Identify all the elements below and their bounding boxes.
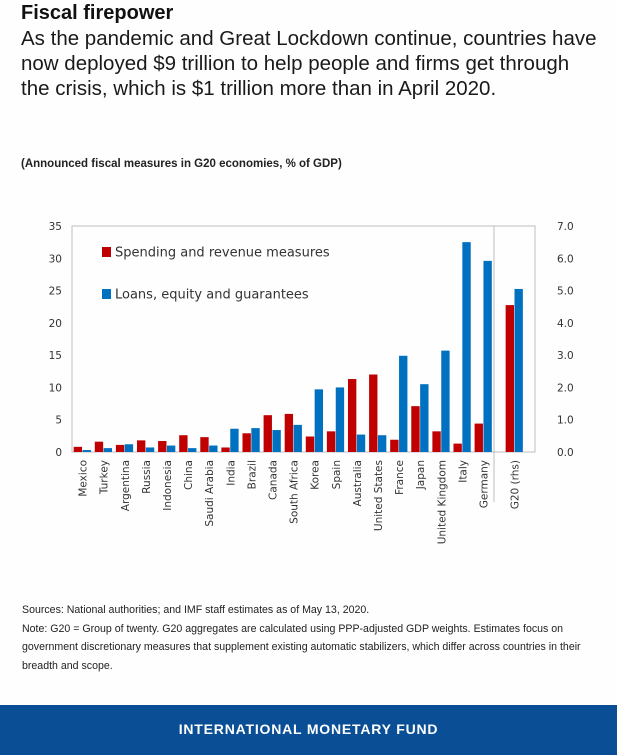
bar-spending xyxy=(136,440,146,452)
bar-loans xyxy=(166,445,176,452)
x-tick-label: Saudi Arabia xyxy=(204,460,216,527)
y2-tick-label: 3.0 xyxy=(557,350,574,362)
bar-loans xyxy=(82,450,91,452)
bar-spending xyxy=(390,439,399,452)
x-tick-label: Mexico xyxy=(78,460,90,497)
bar-spending xyxy=(158,441,167,452)
x-tick-label: India xyxy=(225,460,237,486)
y2-tick-label: 2.0 xyxy=(557,382,574,394)
bar-spending xyxy=(347,379,357,452)
bar-spending xyxy=(221,447,230,452)
bar-spending xyxy=(73,446,83,452)
bar-loans xyxy=(462,242,471,452)
legend-swatch xyxy=(102,247,111,257)
x-tick-label: Brazil xyxy=(246,460,258,489)
chart-legend: Spending and revenue measures Loans, equi… xyxy=(102,246,330,303)
y2-tick-label: 1.0 xyxy=(557,415,574,427)
y-tick-label: 0 xyxy=(55,447,62,459)
chart-bars xyxy=(73,242,523,452)
x-tick-label: Japan xyxy=(415,460,427,490)
bar-spending xyxy=(284,413,294,452)
bar-chart: 0 5 10 15 20 25 30 35 0.0 1.0 2.0 3.0 4.0 5.0 6.0 7.0 Me… xyxy=(49,221,574,544)
legend-label: Spending and revenue measures xyxy=(115,246,330,261)
y2-tick-label: 6.0 xyxy=(557,253,574,265)
x-tick-label: Spain xyxy=(331,460,343,489)
footer-label: INTERNATIONAL MONETARY FUND xyxy=(178,721,439,737)
bar-loans xyxy=(314,389,324,452)
bar-g20-spending xyxy=(505,305,514,452)
chart-notes: Sources: National authorities; and IMF s… xyxy=(22,601,602,675)
y-tick-label: 20 xyxy=(49,318,62,330)
x-tick-label: Italy xyxy=(457,460,469,483)
bar-spending xyxy=(432,431,441,452)
x-tick-label: Germany xyxy=(478,460,490,508)
legend-swatch xyxy=(102,289,111,299)
bar-spending xyxy=(263,415,272,452)
bar-loans xyxy=(441,350,450,452)
y-tick-label: 10 xyxy=(49,382,62,394)
y2-tick-label: 4.0 xyxy=(557,318,574,330)
bar-loans xyxy=(230,428,239,452)
bar-loans xyxy=(399,355,408,452)
chart-labels: 0 5 10 15 20 25 30 35 0.0 1.0 2.0 3.0 4.0 5.0 6.0 7.0 Me… xyxy=(49,221,574,544)
bar-spending xyxy=(115,444,125,452)
x-tick-label: France xyxy=(394,460,406,495)
x-tick-label: Turkey xyxy=(99,460,111,495)
y-tick-label: 5 xyxy=(55,415,62,427)
x-tick-label: South Africa xyxy=(289,460,301,524)
y-tick-label: 35 xyxy=(49,221,62,233)
chart-axes xyxy=(71,225,536,502)
bar-spending xyxy=(179,435,188,452)
y2-tick-label: 5.0 xyxy=(557,286,574,298)
bar-loans xyxy=(272,430,281,452)
bar-spending xyxy=(200,437,209,452)
bar-spending xyxy=(453,443,462,452)
bar-loans xyxy=(293,424,302,452)
headline: Fiscal firepower xyxy=(21,2,174,24)
x-tick-label: Russia xyxy=(141,460,153,494)
x-tick-label: China xyxy=(183,460,195,490)
bar-spending xyxy=(326,431,336,452)
legend-label: Loans, equity and guarantees xyxy=(115,288,309,303)
bar-loans xyxy=(145,447,155,452)
bar-loans xyxy=(356,434,366,452)
sources-note: Sources: National authorities; and IMF s… xyxy=(22,604,370,616)
subtitle: As the pandemic and Great Lockdown conti… xyxy=(21,27,597,100)
y2-tick-label: 7.0 xyxy=(557,221,574,233)
bar-loans xyxy=(420,384,429,452)
x-tick-label: United Kingdom xyxy=(436,460,448,544)
y2-tick-label: 0.0 xyxy=(557,447,574,459)
bar-spending xyxy=(242,433,251,452)
chart-caption: (Announced fiscal measures in G20 econom… xyxy=(21,158,342,170)
x-tick-label: Indonesia xyxy=(162,460,174,511)
bar-loans xyxy=(335,387,345,452)
x-tick-label: G20 (rhs) xyxy=(510,460,522,509)
bar-loans xyxy=(188,448,197,452)
x-tick-label: Canada xyxy=(267,460,279,500)
bar-spending xyxy=(474,423,483,452)
x-tick-label: Australia xyxy=(352,460,364,506)
bar-loans xyxy=(103,448,113,452)
bar-g20-loans xyxy=(514,288,523,452)
y-tick-label: 15 xyxy=(49,350,62,362)
x-tick-label: Korea xyxy=(310,460,322,490)
x-tick-label: United States xyxy=(373,460,385,531)
bar-spending xyxy=(369,374,378,452)
bar-loans xyxy=(209,445,218,452)
plot-frame xyxy=(71,225,536,453)
bar-loans xyxy=(483,260,492,452)
y-tick-label: 25 xyxy=(49,286,62,298)
bar-loans xyxy=(251,428,260,452)
bar-loans xyxy=(377,435,387,452)
y-tick-label: 30 xyxy=(49,253,62,265)
x-tick-label: Argentina xyxy=(120,460,132,511)
bar-spending xyxy=(305,436,315,452)
footer-banner: INTERNATIONAL MONETARY FUND xyxy=(0,705,617,755)
bar-spending xyxy=(94,441,104,452)
bar-loans xyxy=(124,444,134,452)
bar-spending xyxy=(411,406,420,452)
footnote: Note: G20 = Group of twenty. G20 aggrega… xyxy=(22,622,581,672)
